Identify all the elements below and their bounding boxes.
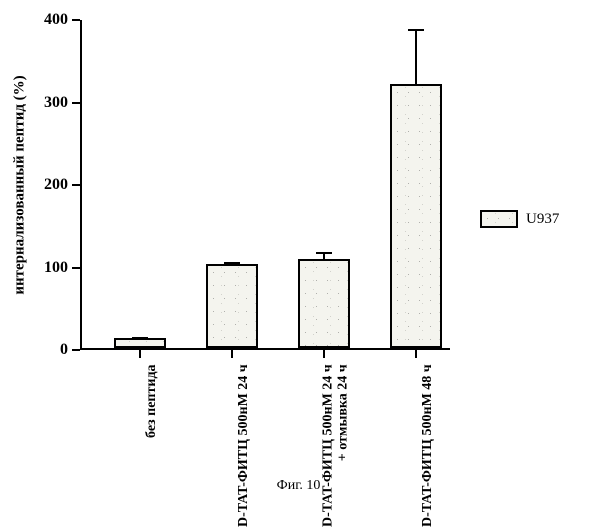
y-tick-label: 100 xyxy=(44,259,80,277)
x-tick-label: без пептида xyxy=(144,364,160,438)
y-tick-label: 200 xyxy=(44,176,80,194)
bar xyxy=(298,259,350,348)
legend-label: U937 xyxy=(526,211,559,228)
error-bar xyxy=(323,253,325,261)
x-tick xyxy=(139,350,141,358)
y-tick-label: 400 xyxy=(44,11,80,29)
y-tick-label: 300 xyxy=(44,94,80,112)
x-tick xyxy=(415,350,417,358)
figure: интернализованный пептид (%) 01002003004… xyxy=(0,0,597,500)
x-tick xyxy=(323,350,325,358)
y-axis-title: интернализованный пептид (%) xyxy=(12,75,29,294)
x-axis-line xyxy=(80,348,450,350)
error-bar xyxy=(415,30,417,86)
plot-area: 0100200300400без пептидаD-TAT-ФИТЦ 500нМ… xyxy=(80,20,450,350)
error-cap xyxy=(316,252,332,254)
error-cap xyxy=(408,29,424,31)
bar xyxy=(206,264,258,348)
x-tick-label: D-TAT-ФИТЦ 500нМ 24 ч xyxy=(236,364,252,527)
x-tick-label: D-TAT-ФИТЦ 500нМ 24 ч+ отмывка 24 ч xyxy=(321,364,352,527)
y-tick-label: 0 xyxy=(60,341,80,359)
x-tick-label: D-TAT-ФИТЦ 500нМ 48 ч xyxy=(420,364,436,527)
figure-caption: Фиг. 10 xyxy=(0,478,597,494)
y-axis-line xyxy=(80,20,82,350)
error-cap xyxy=(224,262,240,264)
legend-swatch xyxy=(480,210,518,228)
error-cap xyxy=(132,337,148,339)
legend: U937 xyxy=(480,210,559,228)
x-tick xyxy=(231,350,233,358)
bar xyxy=(390,84,442,348)
